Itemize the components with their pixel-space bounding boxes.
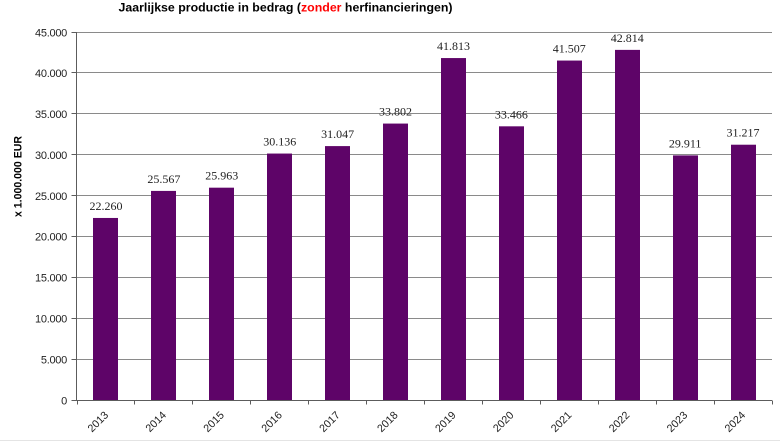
svg-text:25.963: 25.963	[205, 169, 238, 183]
svg-text:0: 0	[61, 395, 67, 407]
svg-text:31.217: 31.217	[727, 126, 760, 140]
svg-text:40.000: 40.000	[35, 68, 67, 80]
svg-text:zonder: zonder	[301, 1, 342, 15]
svg-text:29.911: 29.911	[669, 136, 702, 150]
svg-text:x 1.000.000 EUR: x 1.000.000 EUR	[13, 136, 25, 217]
svg-text:33.466: 33.466	[495, 107, 528, 121]
svg-text:25.000: 25.000	[35, 191, 67, 203]
svg-text:31.047: 31.047	[321, 127, 354, 141]
svg-text:30.136: 30.136	[263, 135, 296, 149]
svg-text:herfinancieringen): herfinancieringen)	[342, 1, 453, 15]
svg-text:35.000: 35.000	[35, 109, 67, 121]
svg-text:10.000: 10.000	[35, 314, 67, 326]
svg-text:Jaarlijkse productie in bedrag: Jaarlijkse productie in bedrag (	[119, 1, 302, 15]
svg-text:41.507: 41.507	[553, 42, 586, 56]
svg-text:45.000: 45.000	[35, 27, 67, 39]
svg-text:41.813: 41.813	[437, 39, 470, 53]
svg-text:5.000: 5.000	[41, 354, 67, 366]
svg-text:25.567: 25.567	[147, 172, 180, 186]
svg-text:33.802: 33.802	[379, 105, 412, 119]
svg-text:42.814: 42.814	[611, 31, 644, 45]
svg-text:30.000: 30.000	[35, 150, 67, 162]
svg-text:22.260: 22.260	[89, 199, 122, 213]
svg-text:20.000: 20.000	[35, 232, 67, 244]
svg-text:15.000: 15.000	[35, 273, 67, 285]
